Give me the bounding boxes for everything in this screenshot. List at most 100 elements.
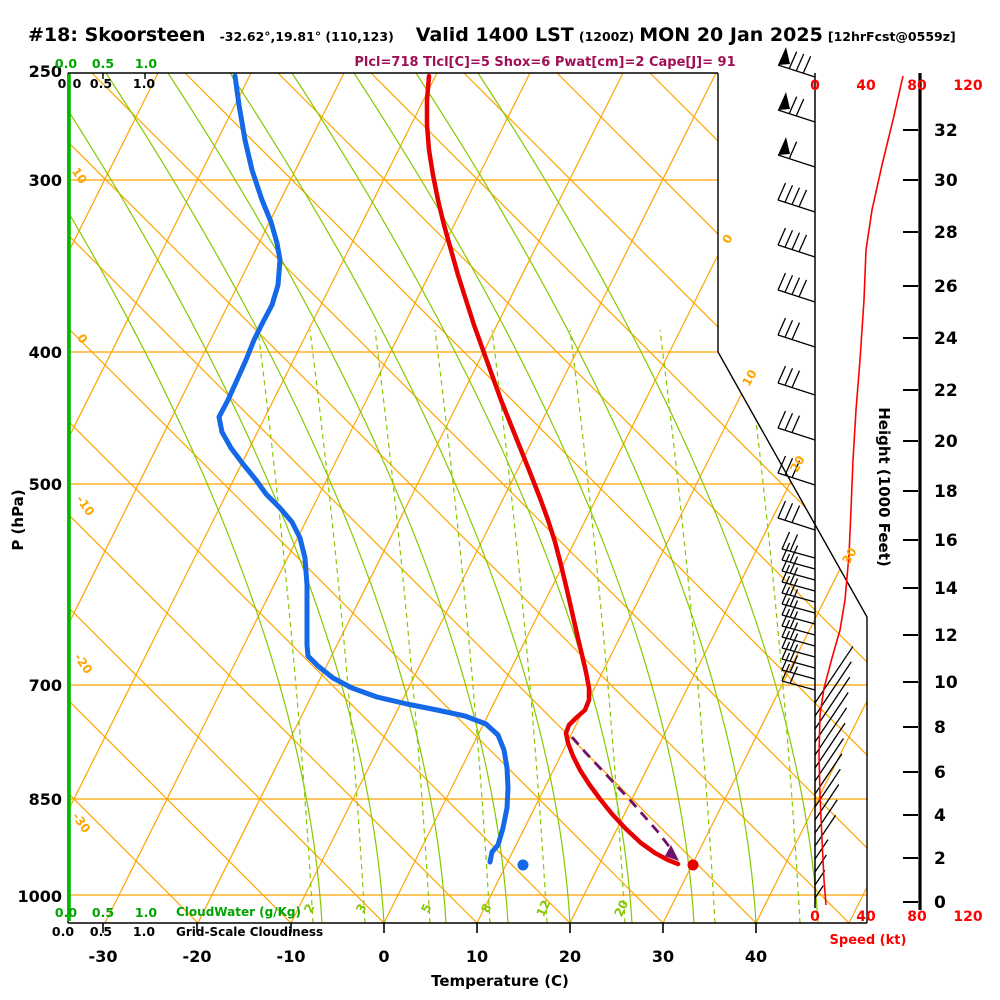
dry-adiabat-line: [68, 73, 385, 923]
moist-adiabat-line: [229, 73, 571, 923]
mixing-ratio-line: [659, 329, 716, 923]
surface-dewpoint-dot: [517, 859, 529, 871]
height-tick-label: 14: [934, 579, 958, 599]
isotherm-label-left: 10: [69, 165, 90, 187]
cloudwater-scale-top: 1.0: [135, 56, 157, 71]
cloudwater-axis-title: CloudWater (g/Kg): [176, 905, 302, 919]
height-tick-label: 22: [934, 381, 958, 401]
dry-adiabat-line: [184, 73, 867, 923]
speed-tick-label-top: 40: [856, 78, 876, 94]
cloudwater-scale-bottom: 0.0: [55, 905, 77, 920]
cloudiness-scale-top: 1.0: [133, 76, 155, 91]
mixing-ratio-label: 3: [353, 902, 369, 915]
cloudiness-scale-bottom: 0.5: [90, 924, 112, 939]
isotherm-line: [68, 73, 159, 923]
pressure-axis-title: P (hPa): [9, 489, 27, 551]
isotherm-line: [68, 73, 438, 923]
dry-adiabat-line: [68, 73, 478, 923]
station-name: #18: Skoorsteen: [28, 24, 206, 46]
isotherm-line: [68, 73, 252, 923]
cloudiness-scale-top: 0: [73, 76, 82, 91]
height-tick-label: 4: [934, 806, 946, 826]
dry-adiabat-line: [68, 73, 292, 923]
plot-frame: [67, 72, 868, 933]
cloudwater-scale-top: 0.5: [92, 56, 114, 71]
height-tick-label: 24: [934, 329, 958, 349]
dry-adiabat-line: [463, 73, 867, 923]
temperature-tick-label: 0: [378, 947, 389, 966]
isotherm-line: [290, 73, 717, 923]
mixing-ratio-label: 20: [612, 898, 632, 919]
isotherm-label-left: -10: [73, 493, 97, 519]
pressure-tick-label: 250: [29, 62, 62, 81]
wind-speed-curve: [818, 75, 904, 906]
mixing-ratio-label: 2: [301, 902, 317, 915]
dry-adiabat-line: [68, 73, 850, 923]
temperature-tick-label: -20: [183, 947, 212, 966]
dry-adiabat-line: [556, 73, 867, 923]
isotherm-line: [569, 73, 867, 923]
dry-adiabat-line: [277, 73, 867, 923]
speed-tick-label-bottom: 80: [907, 909, 927, 925]
dry-adiabat-line: [68, 73, 664, 923]
pressure-tick-label: 400: [29, 343, 62, 362]
isotherm-line: [755, 73, 867, 923]
height-tick-label: 6: [934, 763, 946, 783]
mixing-ratio-label: 5: [418, 902, 434, 915]
height-tick-label: 10: [934, 673, 958, 693]
dewpoint-curve: [216, 73, 511, 865]
pressure-tick-label: 300: [29, 171, 62, 190]
pressure-tick-label: 850: [29, 790, 62, 809]
chart-title: #18: Skoorsteen -32.62°,19.81° (110,123) V…: [28, 24, 956, 46]
moist-adiabat-line: [105, 73, 447, 923]
cloudiness-scale-top: 0.5: [90, 76, 112, 91]
valid-time: Valid 1400 LST: [415, 24, 574, 46]
height-tick-label: 32: [934, 121, 958, 141]
pressure-tick-label: 1000: [17, 887, 62, 906]
isotherm-label-left: -30: [69, 810, 93, 836]
isotherm-line: [104, 73, 531, 923]
speed-tick-label-bottom: 120: [953, 909, 982, 925]
mixing-ratio-line: [257, 329, 314, 923]
isotherm-label-left: -20: [71, 651, 95, 677]
speed-tick-label-bottom: 40: [856, 909, 876, 925]
moist-adiabat-line: [477, 73, 819, 923]
isotherm-line: [68, 73, 345, 923]
mixing-ratio-line: [744, 329, 801, 923]
mixing-ratio-line: [569, 329, 626, 923]
mixing-ratio-line: [491, 329, 548, 923]
parcel-path-arrowhead: [665, 845, 679, 861]
isotherm-line: [197, 73, 624, 923]
isotherm-line: [848, 73, 867, 923]
temperature-tick-label: -30: [89, 947, 118, 966]
speed-tick-label-bottom: 0: [810, 909, 820, 925]
pressure-tick-label: 700: [29, 676, 62, 695]
zulu-time: (1200Z): [578, 29, 635, 44]
valid-date: MON 20 Jan 2025: [639, 24, 823, 46]
height-tick-label: 16: [934, 531, 958, 551]
height-tick-label: 12: [934, 626, 958, 646]
mixing-ratio-line: [434, 329, 491, 923]
dry-adiabat-line: [370, 73, 867, 923]
cloudwater-scale-bottom: 1.0: [135, 905, 157, 920]
cloudwater-scale-top: 0.0: [55, 56, 77, 71]
isotherm-label-right: 20: [787, 453, 807, 474]
cloudwater-scale-bottom: 0.5: [92, 905, 114, 920]
moist-adiabat-line: [291, 73, 633, 923]
mixing-ratio-line: [374, 329, 431, 923]
moist-adiabat-line: [167, 73, 509, 923]
isotherm-label-left: 0: [74, 331, 90, 346]
moist-adiabat-line: [415, 73, 757, 923]
speed-axis-title: Speed (kt): [829, 933, 907, 948]
dry-adiabat-line: [68, 73, 757, 923]
height-tick-label: 0: [934, 893, 946, 913]
height-tick-label: 28: [934, 223, 958, 243]
temperature-tick-label: -10: [277, 947, 306, 966]
speed-tick-label-top: 120: [953, 78, 982, 94]
parcel-path-curve: [570, 736, 677, 857]
height-tick-label: 30: [934, 171, 958, 191]
temperature-tick-label: 30: [652, 947, 674, 966]
cloudiness-scale-top: 0: [58, 76, 67, 91]
